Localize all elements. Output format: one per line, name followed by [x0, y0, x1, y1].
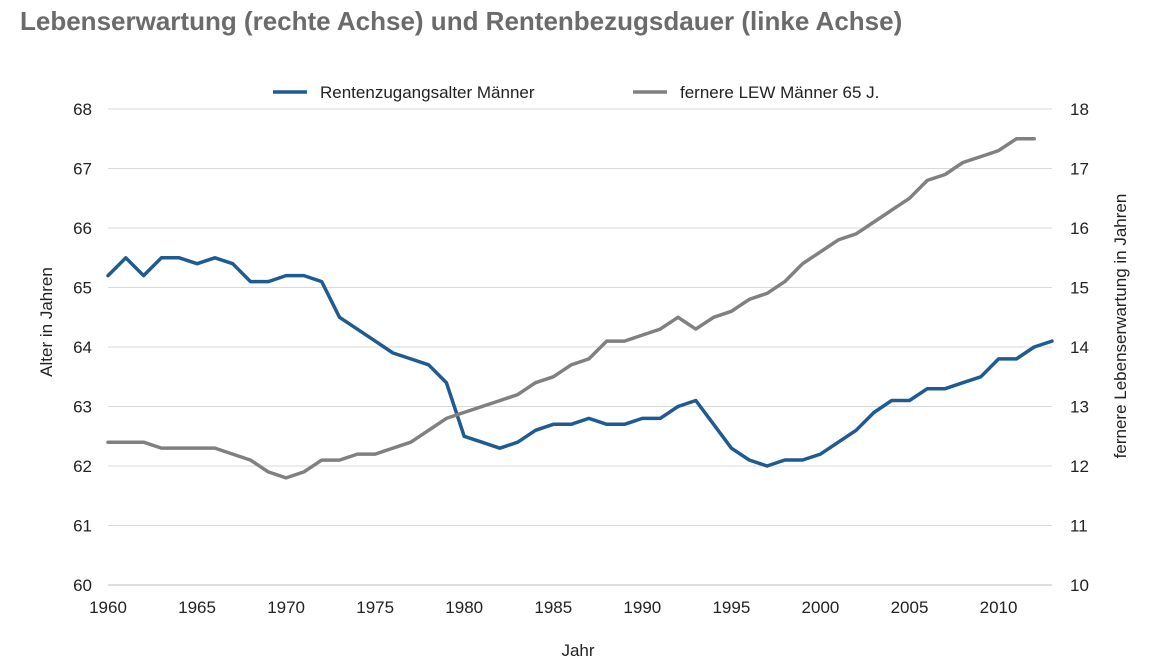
right-tick-label: 15 — [1070, 279, 1089, 298]
right-tick-label: 17 — [1070, 160, 1089, 179]
right-axis-label: fernere Lebenserwartung in Jahren — [1111, 194, 1130, 459]
left-tick-label: 63 — [73, 398, 92, 417]
left-tick-label: 66 — [73, 219, 92, 238]
right-axis-tick-labels: 10 11 12 13 14 15 16 17 18 — [1070, 100, 1089, 595]
x-tick-label: 2000 — [802, 598, 840, 617]
right-tick-label: 12 — [1070, 457, 1089, 476]
right-tick-label: 11 — [1070, 517, 1088, 536]
x-tick-label: 1970 — [267, 598, 305, 617]
right-tick-label: 16 — [1070, 219, 1089, 238]
x-tick-label: 1995 — [712, 598, 750, 617]
series-lines — [106, 137, 1054, 480]
left-axis-label: Alter in Jahren — [37, 267, 56, 377]
x-axis-label: Jahr — [561, 641, 594, 660]
left-tick-label: 68 — [73, 100, 92, 119]
x-tick-label: 1960 — [89, 598, 127, 617]
left-tick-label: 62 — [73, 457, 92, 476]
x-tick-label: 1965 — [178, 598, 216, 617]
legend-label: Rentenzugangsalter Männer — [320, 83, 535, 102]
x-tick-label: 1990 — [623, 598, 661, 617]
x-tick-label: 2010 — [980, 598, 1018, 617]
x-tick-label: 2005 — [891, 598, 929, 617]
gridlines — [108, 108, 1052, 586]
series-line-rentenzugangsalter — [106, 256, 1054, 468]
right-tick-label: 14 — [1070, 338, 1089, 357]
right-tick-label: 18 — [1070, 100, 1089, 119]
right-tick-label: 13 — [1070, 398, 1089, 417]
left-tick-label: 67 — [73, 160, 92, 179]
right-tick-label: 10 — [1070, 576, 1089, 595]
chart-title: Lebenserwartung (rechte Achse) und Rente… — [20, 6, 903, 36]
left-tick-label: 60 — [73, 576, 92, 595]
left-axis-tick-labels: 60 61 62 63 64 65 66 67 68 — [73, 100, 92, 595]
left-tick-label: 65 — [73, 279, 92, 298]
legend-label: fernere LEW Männer 65 J. — [680, 83, 879, 102]
left-tick-label: 61 — [73, 517, 92, 536]
x-axis-tick-labels: 1960 1965 1970 1975 1980 1985 1990 1995 2000 2005… — [89, 598, 1017, 617]
left-tick-label: 64 — [73, 338, 92, 357]
x-tick-label: 1985 — [534, 598, 572, 617]
x-tick-label: 1980 — [445, 598, 483, 617]
series-line-lebenserwartung — [106, 137, 1036, 480]
x-tick-label: 1975 — [356, 598, 394, 617]
legend: Rentenzugangsalter Männer fernere LEW Män… — [273, 83, 879, 102]
